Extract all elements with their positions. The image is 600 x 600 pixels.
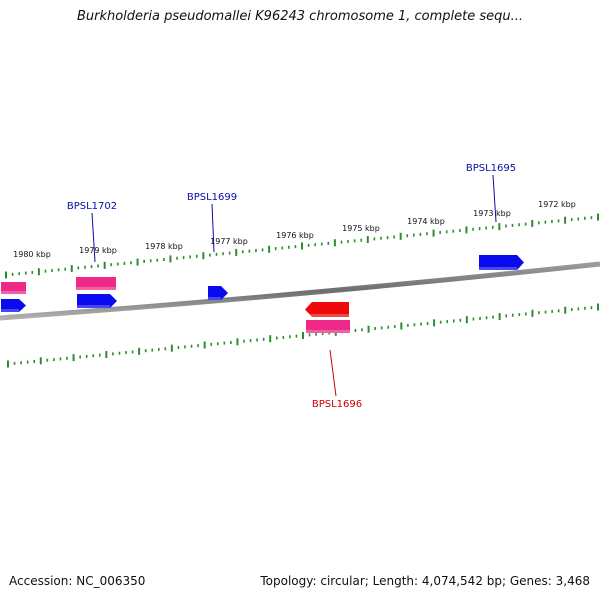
gene-feature-blue[interactable] [1,299,26,312]
tick-track-outer [5,213,599,279]
accession-label: Accession: NC_006350 [9,574,146,588]
kbp-label: 1979 kbp [79,246,117,255]
kbp-label: 1976 kbp [276,231,314,240]
gene-leader-line [211,203,215,253]
gene-leader-line [492,174,497,223]
gene-feature-pink[interactable] [76,277,116,290]
map-title: Burkholderia pseudomallei K96243 chromos… [76,9,524,24]
gene-features [1,255,524,333]
gene-feature-red[interactable] [305,302,349,317]
gene-feature-pink[interactable] [1,282,26,294]
gene-feature-blue[interactable] [77,294,117,308]
gene-feature-pink[interactable] [306,320,350,333]
gene-label[interactable]: BPSL1695 [466,163,516,174]
kbp-label: 1974 kbp [407,217,445,226]
genome-stats-label: Topology: circular; Length: 4,074,542 bp… [260,574,590,588]
tick-track-inner [7,303,599,368]
kbp-label: 1973 kbp [473,209,511,218]
gene-label[interactable]: BPSL1702 [67,201,117,212]
chromosome-backbone [0,261,600,321]
kbp-label: 1972 kbp [538,200,576,209]
gene-feature-blue[interactable] [479,255,524,270]
gene-leader-line [91,212,96,263]
gene-feature-blue[interactable] [208,286,228,300]
kbp-label: 1980 kbp [13,250,51,259]
gene-label[interactable]: BPSL1696 [312,399,362,410]
kbp-label: 1977 kbp [210,237,248,246]
kbp-label: 1975 kbp [342,224,380,233]
gene-label-leaders [91,174,497,397]
gene-labels: BPSL1702 BPSL1699 BPSL1695 BPSL1696 [67,163,516,410]
kbp-scale-labels: 1980 kbp 1979 kbp 1978 kbp 1977 kbp 1976 kbp… [13,200,576,259]
kbp-label: 1978 kbp [145,242,183,251]
gene-leader-line [329,349,337,397]
gene-label[interactable]: BPSL1699 [187,192,237,203]
